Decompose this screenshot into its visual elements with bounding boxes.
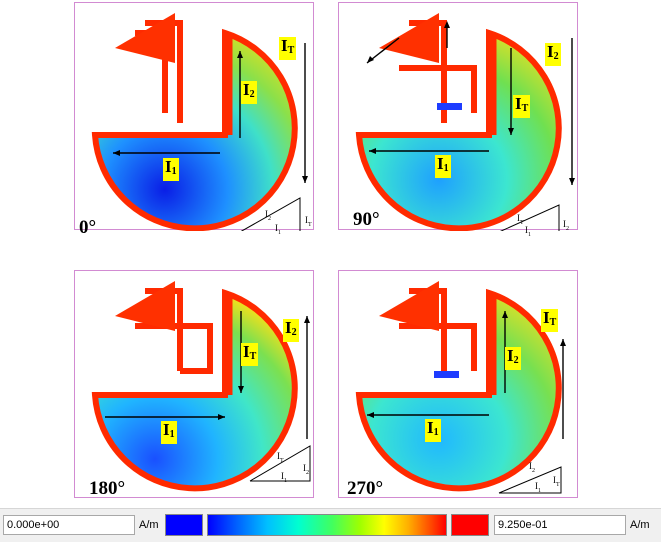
angle-label-270: 270° bbox=[347, 478, 384, 499]
triangle-label-h-90: IT bbox=[517, 213, 524, 226]
label-mid-270: I2 bbox=[505, 347, 521, 370]
panel-270-deg: 270° IT I2 I1 I2 IT I1 bbox=[338, 270, 578, 499]
triangle-label-v-0: IT bbox=[305, 215, 312, 228]
panel-90-deg: 90° I2 IT I1 IT I2 I1 bbox=[338, 2, 578, 238]
panel-0-deg: 0° IT I2 I1 I2 IT I1 bbox=[74, 2, 314, 238]
label-bottom-180: I1 bbox=[161, 421, 177, 444]
field-plot-90 bbox=[355, 13, 575, 231]
max-color-swatch[interactable] bbox=[451, 514, 489, 536]
color-legend: 0.000e+00 A/m 9.250e-01 A/m bbox=[0, 508, 661, 542]
label-bottom-90: I1 bbox=[435, 155, 451, 178]
max-value-field[interactable]: 9.250e-01 bbox=[494, 515, 626, 535]
label-mid-90: IT bbox=[513, 95, 531, 118]
field-plot-270 bbox=[355, 281, 566, 494]
angle-label-180: 180° bbox=[89, 478, 126, 499]
triangle-label-b-90: I1 bbox=[525, 225, 531, 238]
triangle-label-v-90: I2 bbox=[563, 219, 569, 232]
min-value-field[interactable]: 0.000e+00 bbox=[3, 515, 135, 535]
label-top-90: I2 bbox=[545, 43, 561, 66]
label-bottom-270: I1 bbox=[425, 419, 441, 442]
label-mid-0: I2 bbox=[241, 81, 257, 104]
label-mid-180: IT bbox=[241, 343, 259, 366]
field-plot-180 bbox=[91, 281, 311, 492]
triangle-label-b-270: I1 bbox=[535, 481, 541, 494]
triangle-label-h-270: I2 bbox=[529, 461, 535, 474]
max-unit-label: A/m bbox=[630, 519, 650, 531]
triangle-label-b-180: I1 bbox=[281, 471, 287, 484]
triangle-label-v-180: I2 bbox=[303, 463, 309, 476]
label-top-270: IT bbox=[541, 309, 559, 332]
label-top-0: IT bbox=[279, 37, 297, 60]
min-color-swatch[interactable] bbox=[165, 514, 203, 536]
panel-180-deg: 180° I2 IT I1 IT I2 I1 bbox=[74, 270, 314, 499]
triangle-label-h-180: IT bbox=[277, 451, 284, 464]
color-scale-bar bbox=[207, 514, 447, 536]
triangle-label-b-0: I1 bbox=[275, 223, 281, 236]
min-unit-label: A/m bbox=[139, 519, 159, 531]
label-bottom-0: I1 bbox=[163, 158, 179, 181]
triangle-label-v-270: IT bbox=[553, 475, 560, 488]
angle-label-90: 90° bbox=[353, 209, 380, 230]
angle-label-0: 0° bbox=[79, 217, 97, 238]
triangle-label-h-0: I2 bbox=[265, 209, 271, 222]
label-top-180: I2 bbox=[283, 319, 299, 342]
